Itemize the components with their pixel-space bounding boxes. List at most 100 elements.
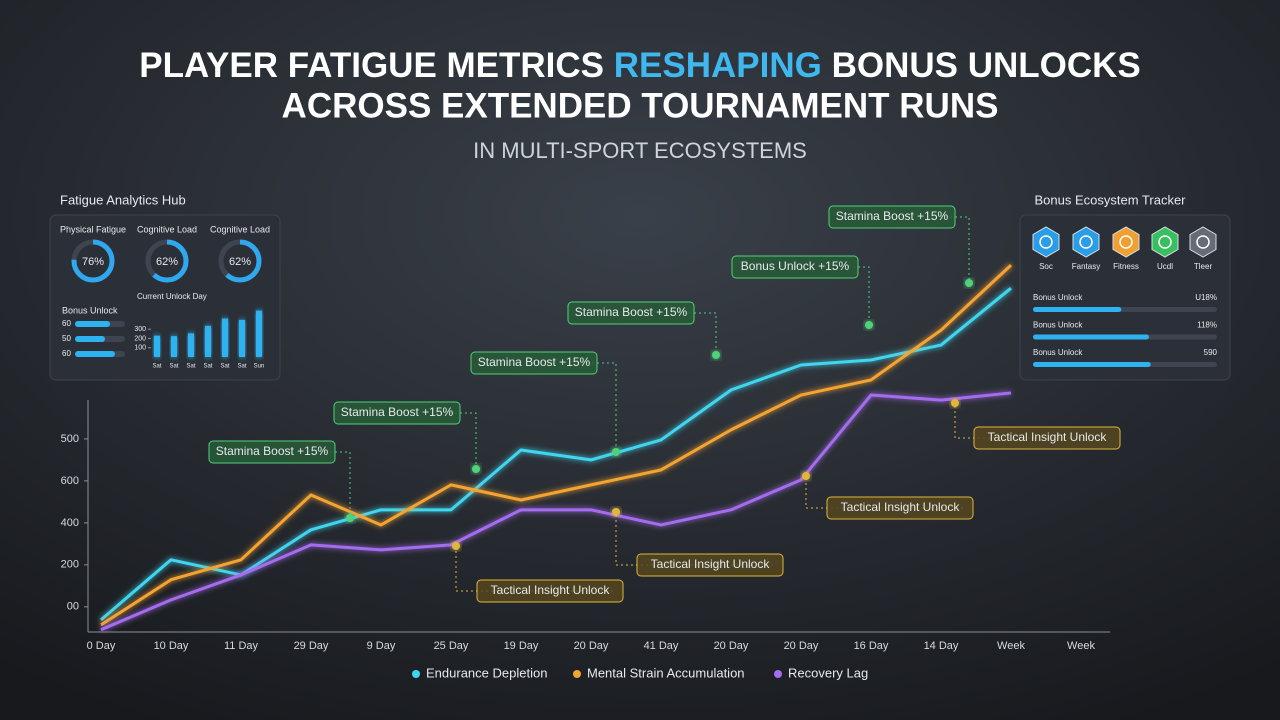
annotation-box [470,351,598,375]
x-tick-label: 11 Day [224,640,259,652]
mini-chart-title: Current Unlock Day [137,292,207,301]
row-bar [1033,362,1151,367]
mini-tick-label: 300 [134,326,146,333]
annotation-box [828,205,956,229]
row-bar [1033,334,1149,340]
gauge-arc [145,239,189,283]
x-tick-label: 10 Day [154,640,189,652]
legend-label: Recovery Lag [788,665,868,680]
annotation-point [965,279,973,287]
series-line [100,264,1013,627]
panel-title: Bonus Ecosystem Tracker [1035,192,1187,207]
gauge-label: Physical Fatigue [60,224,126,234]
x-tick-label: 20 Day [574,640,609,652]
title-line-2: ACROSS EXTENDED TOURNAMENT RUNS [282,86,999,125]
legend-label: Endurance Depletion [426,665,547,680]
sport-icon [1112,226,1140,258]
annotation-box [826,496,974,520]
sport-icon [1189,226,1217,258]
x-tick-label: Week [997,640,1025,652]
title-line-1: PLAYER FATIGUE METRICS RESHAPING BONUS U… [139,46,1141,85]
annotation-point [802,472,810,480]
x-tick-label: 14 Day [924,640,959,652]
annotation-point [452,542,460,550]
y-tick-label: 400 [61,517,79,529]
gauge-arc [71,239,115,283]
sport-icon-label: Tleer [1194,262,1213,271]
bonus-row-label: 60 [62,349,71,358]
sport-icon-label: Fantasy [1072,262,1100,271]
mini-x-label: Sat [152,364,161,370]
x-tick-label: 9 Day [367,640,396,652]
panel-title: Fatigue Analytics Hub [60,192,186,207]
mini-tick-label: 200 [134,335,146,342]
subtitle: IN MULTI-SPORT ECOSYSTEMS [473,138,807,163]
annotation-label: Tactical Insight Unlock [988,430,1108,444]
sport-icon-label: Soc [1039,262,1053,271]
x-tick-label: 29 Day [294,640,329,652]
mini-bar [154,335,160,357]
legend-label: Mental Strain Accumulation [587,665,745,680]
mini-bar [239,319,245,357]
annotation-label: Stamina Boost +15% [341,405,454,419]
annotation-point [951,399,959,407]
sport-icon-glyph [1158,235,1172,249]
bonus-bar [75,336,105,342]
annotation-label: Stamina Boost +15% [575,305,688,319]
y-tick-label: 00 [67,601,79,613]
x-tick-label: 16 Day [854,640,889,652]
annotation-box [636,553,784,577]
bonus-bar [75,321,110,327]
row-label: Bonus Unlock [1033,348,1083,357]
sport-icon-glyph [1196,235,1210,249]
row-value: 590 [1204,348,1218,357]
y-tick-label: 600 [61,475,79,487]
gauge-value: 62% [156,256,178,268]
bonus-bar [75,351,115,357]
bonus-row-label: 50 [62,334,71,343]
legend-swatch [774,670,782,678]
mini-bar [188,333,194,357]
mini-bar [171,336,177,357]
annotation-connector [805,476,963,509]
sport-icon [1072,226,1100,258]
annotation-connector [684,312,717,355]
sport-icon-glyph [1119,235,1133,249]
mini-bar [222,318,228,357]
row-value: 118% [1197,321,1217,330]
annotation-label: Bonus Unlock +15% [741,259,850,273]
annotation-connector [450,412,477,469]
gauge-value: 62% [229,256,251,268]
x-tick-label: 20 Day [784,640,819,652]
title-highlight: RESHAPING [614,46,822,85]
series-line [100,287,1012,621]
annotation-label: Tactical Insight Unlock [841,500,961,514]
bonus-row-label: 60 [62,319,71,328]
x-tick-label: 0 Day [87,640,116,652]
mini-x-label: Sat [203,364,212,370]
row-value: U18% [1195,293,1217,302]
row-label: Bonus Unlock [1033,321,1083,330]
annotation-point [712,351,720,359]
mini-x-label: Sat [169,364,178,370]
gauge-label: Cognitive Load [210,224,270,234]
annotation-box [333,401,461,425]
annotation-box [973,426,1121,450]
x-tick-label: 19 Day [504,640,539,652]
gauge-arc [218,239,262,283]
annotation-point [612,448,620,456]
sport-icon-glyph [1039,235,1053,249]
mini-tick-label: 100 [134,345,146,352]
legend-swatch [412,670,420,678]
sport-icon [1151,226,1179,258]
annotation-label: Tactical Insight Unlock [651,557,771,571]
sport-icon-label: Fitness [1113,262,1139,271]
row-label: Bonus Unlock [1033,293,1083,302]
legend-swatch [573,670,581,678]
x-tick-label: 25 Day [434,640,469,652]
x-tick-label: Week [1067,640,1095,652]
annotation-point [865,321,873,329]
x-tick-label: 20 Day [714,640,749,652]
annotation-box [731,255,859,279]
